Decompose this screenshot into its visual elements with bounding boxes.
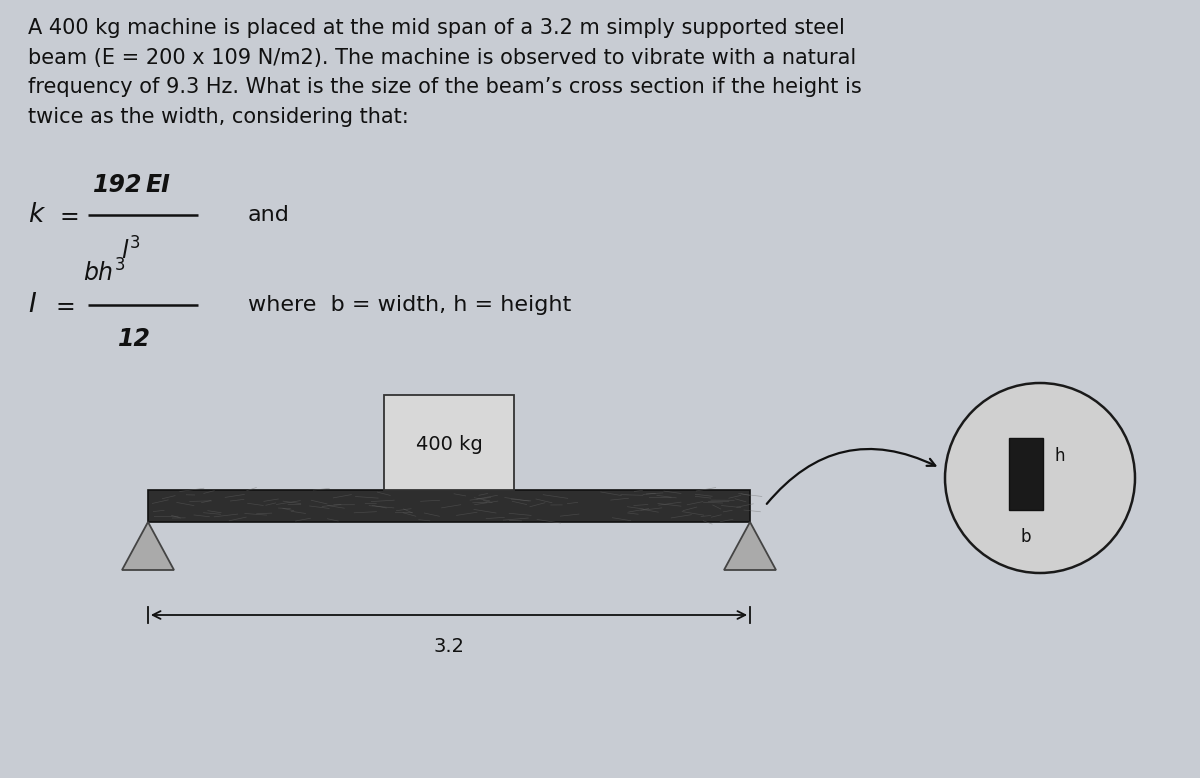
Polygon shape — [724, 522, 776, 570]
Text: =: = — [56, 295, 76, 319]
Bar — [1009, 438, 1043, 510]
Bar — [384, 395, 514, 490]
Text: $k$: $k$ — [28, 202, 46, 228]
Text: h: h — [1055, 447, 1066, 465]
Text: 3.2: 3.2 — [433, 637, 464, 656]
Text: 12: 12 — [118, 327, 151, 351]
Text: b: b — [1021, 528, 1031, 546]
Text: EI: EI — [145, 173, 170, 197]
Polygon shape — [122, 522, 174, 570]
Text: $l^3$: $l^3$ — [121, 237, 140, 265]
Text: A 400 kg machine is placed at the mid span of a 3.2 m simply supported steel
bea: A 400 kg machine is placed at the mid sp… — [28, 18, 862, 127]
Bar — [148, 490, 750, 522]
Text: and: and — [248, 205, 290, 225]
Text: $I$: $I$ — [28, 292, 37, 318]
Circle shape — [946, 383, 1135, 573]
Text: 400 kg: 400 kg — [415, 435, 482, 454]
Text: =: = — [60, 205, 79, 229]
Text: $bh^3$: $bh^3$ — [83, 260, 126, 287]
Text: 192: 192 — [94, 173, 143, 197]
Text: where  b = width, h = height: where b = width, h = height — [248, 295, 571, 315]
